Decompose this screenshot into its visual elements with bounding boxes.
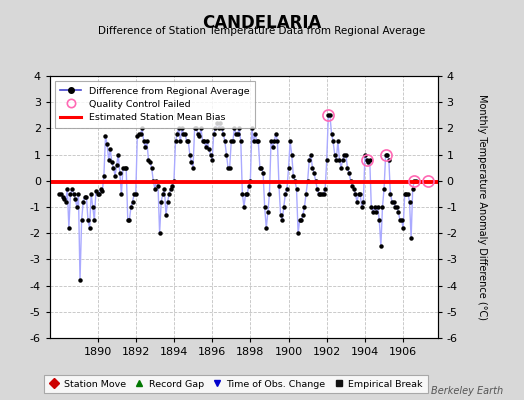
Text: Difference of Station Temperature Data from Regional Average: Difference of Station Temperature Data f… xyxy=(99,26,425,36)
Text: Berkeley Earth: Berkeley Earth xyxy=(431,386,503,396)
Legend: Difference from Regional Average, Quality Control Failed, Estimated Station Mean: Difference from Regional Average, Qualit… xyxy=(54,81,255,128)
Y-axis label: Monthly Temperature Anomaly Difference (°C): Monthly Temperature Anomaly Difference (… xyxy=(477,94,487,320)
Legend: Station Move, Record Gap, Time of Obs. Change, Empirical Break: Station Move, Record Gap, Time of Obs. C… xyxy=(44,375,428,393)
Text: CANDELARIA: CANDELARIA xyxy=(202,14,322,32)
